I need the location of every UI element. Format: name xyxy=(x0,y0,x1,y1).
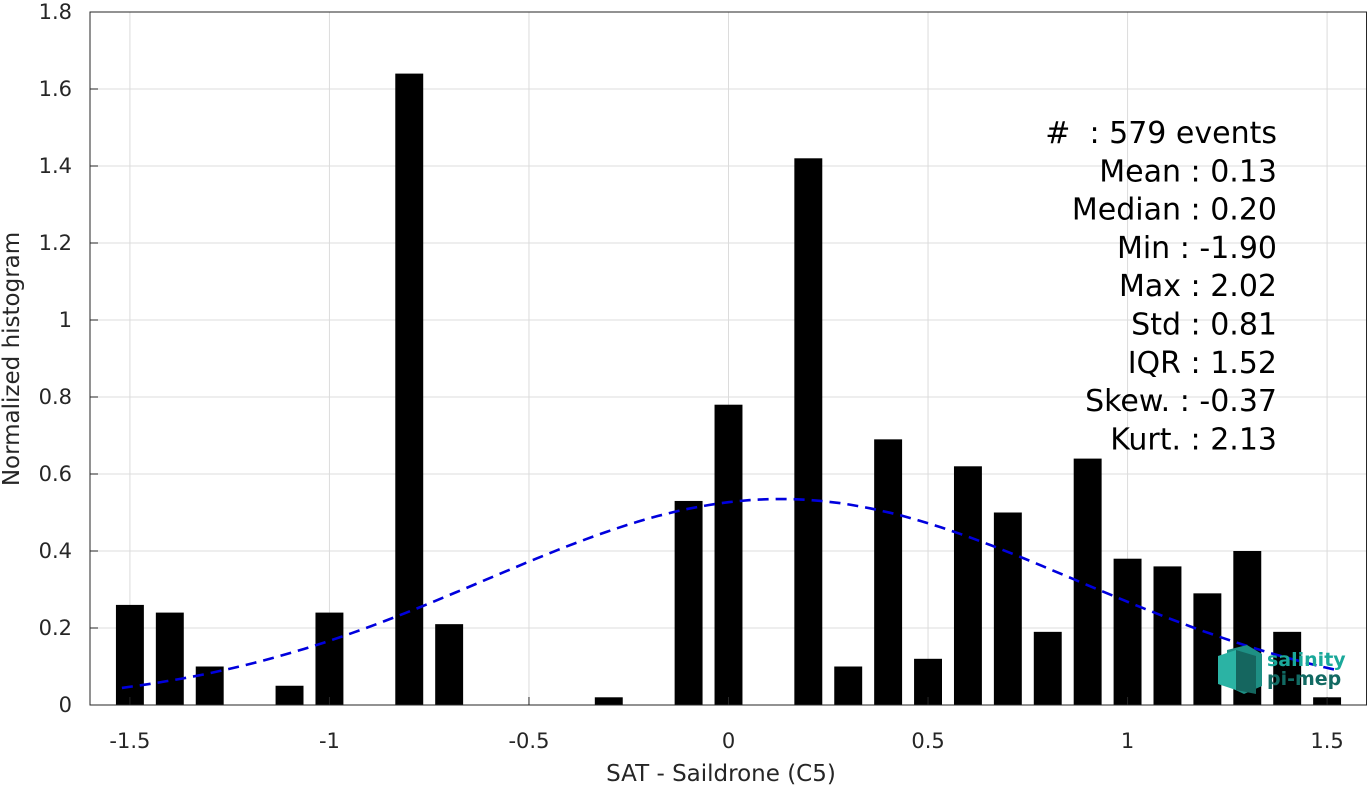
x-tick-label-4: 0.5 xyxy=(911,729,944,753)
y-tick-label-1: 0.2 xyxy=(39,616,72,640)
y-axis-label: Normalized histogram xyxy=(0,232,25,486)
bar-20 xyxy=(1193,593,1222,705)
x-tick-label-3: 0 xyxy=(722,729,735,753)
bar-1 xyxy=(155,612,184,705)
logo-text-pimep: pi-mep xyxy=(1267,668,1341,690)
bar-18 xyxy=(1113,558,1142,705)
y-tick-label-9: 1.8 xyxy=(39,0,72,24)
bar-series xyxy=(115,73,1342,706)
y-tick-labels: 0 0.2 0.4 0.6 0.8 1 1.2 1.4 1.6 1.8 xyxy=(39,0,72,717)
bar-15 xyxy=(993,512,1022,705)
x-tick-label-0: -1.5 xyxy=(109,729,150,753)
normal-fit-curve xyxy=(121,497,1336,690)
bar-5 xyxy=(395,73,424,706)
y-tick-label-7: 1.4 xyxy=(39,154,72,178)
bar-16 xyxy=(1033,631,1062,705)
bar-0 xyxy=(115,604,144,705)
logo-cube-icon xyxy=(1218,645,1262,694)
logo-text-salinity: salinity xyxy=(1267,649,1346,671)
x-tick-labels: -1.5 -1 -0.5 0 0.5 1 1.5 xyxy=(109,729,1343,753)
bar-7 xyxy=(594,697,623,705)
y-tick-label-3: 0.6 xyxy=(39,462,72,486)
stat-line-2: Median : 0.20 xyxy=(1072,193,1277,228)
bar-10 xyxy=(794,158,823,706)
y-tick-label-2: 0.4 xyxy=(39,539,72,563)
bar-2 xyxy=(195,666,224,705)
stat-line-4: Max : 2.02 xyxy=(1119,269,1277,304)
stat-line-7: Skew. : -0.37 xyxy=(1085,384,1277,419)
bar-14 xyxy=(953,466,982,705)
x-tick-label-2: -0.5 xyxy=(508,729,549,753)
axis-ticks xyxy=(90,11,1328,706)
stat-line-8: Kurt. : 2.13 xyxy=(1110,422,1277,457)
bar-22 xyxy=(1273,631,1302,705)
salinity-pimep-logo: salinity pi-mep xyxy=(1218,645,1346,694)
bar-19 xyxy=(1153,566,1182,705)
stat-line-5: Std : 0.81 xyxy=(1131,308,1277,343)
y-tick-label-0: 0 xyxy=(59,693,72,717)
x-tick-label-6: 1.5 xyxy=(1310,729,1343,753)
bar-3 xyxy=(275,685,304,705)
bar-11 xyxy=(834,666,863,705)
x-tick-label-1: -1 xyxy=(319,729,340,753)
stat-line-1: Mean : 0.13 xyxy=(1099,154,1277,189)
y-tick-label-5: 1 xyxy=(59,308,72,332)
y-tick-label-4: 0.8 xyxy=(39,385,72,409)
y-tick-label-8: 1.6 xyxy=(39,77,72,101)
stat-line-6: IQR : 1.52 xyxy=(1128,346,1277,381)
bar-8 xyxy=(674,500,703,705)
bar-9 xyxy=(714,404,743,705)
y-tick-label-6: 1.2 xyxy=(39,231,72,255)
x-tick-label-5: 1 xyxy=(1121,729,1134,753)
bar-12 xyxy=(874,439,903,705)
bar-6 xyxy=(435,624,464,705)
stat-line-0: # : 579 events xyxy=(1045,116,1277,151)
bar-4 xyxy=(315,612,344,705)
stat-line-3: Min : -1.90 xyxy=(1117,231,1277,266)
x-axis-label: SAT - Saildrone (C5) xyxy=(606,761,836,785)
